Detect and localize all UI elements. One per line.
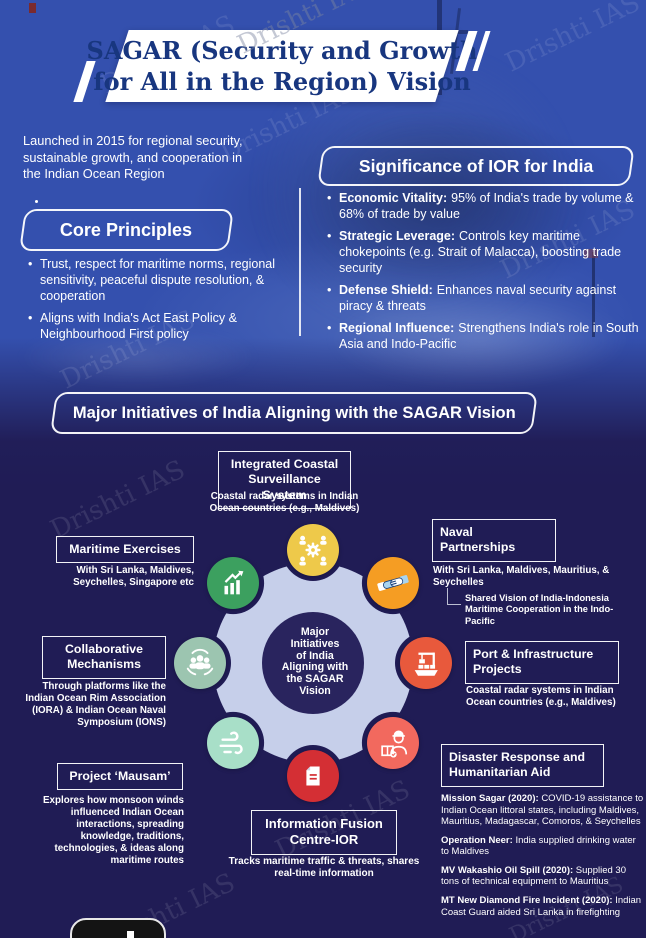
node-naval-partnerships: [367, 557, 419, 609]
label-port-infrastructure: Port & Infrastructure Projects: [465, 641, 619, 684]
bullet-lead: Defense Shield:: [339, 283, 433, 297]
growth-chart-icon: [224, 570, 244, 595]
significance-heading-box: Significance of IOR for India: [317, 146, 635, 186]
label-integrated-coastal-surveillance: Integrated Coastal Surveillance System: [218, 451, 351, 510]
sub-naval-partnerships: Shared Vision of India-Indonesia Maritim…: [465, 593, 614, 626]
column-divider: [299, 188, 301, 336]
node-collaborative-mechanisms: [174, 637, 226, 689]
port-crane-icon: [414, 652, 438, 676]
red-mark: [29, 3, 36, 13]
hub-line: Aligning with: [281, 661, 349, 674]
desc-collaborative-mechanisms: Through platforms like the Indian Ocean …: [25, 681, 166, 728]
desc-project-mausam: Explores how monsoon winds influenced In…: [43, 795, 184, 866]
bullet-text: Aligns with India's Act East Policy & Ne…: [40, 311, 237, 341]
label-collaborative-mechanisms: Collaborative Mechanisms: [42, 636, 166, 679]
core-principles-heading-box: Core Principles: [19, 209, 234, 251]
page-title-line2: for All in the Region) Vision: [93, 67, 471, 96]
bottom-logo-stub: [70, 918, 166, 938]
desc-maritime-exercises: With Sri Lanka, Maldives, Seychelles, Si…: [73, 565, 194, 588]
hub-line: the SAGAR: [286, 673, 344, 686]
aid-worker-icon: [381, 730, 408, 758]
bullet-text: 95% of India's trade by volume & 68% of …: [339, 191, 634, 221]
bullet-text: Enhances naval security against piracy &…: [339, 283, 617, 313]
sub-item-connector: [447, 588, 461, 605]
item-lead: MV Wakashio Oil Spill (2020):: [441, 864, 574, 876]
item-lead: MT New Diamond Fire Incident (2020):: [441, 895, 613, 907]
wind-icon: [219, 731, 243, 755]
item-lead: Mission Sagar (2020):: [441, 793, 539, 804]
label-information-fusion: Information Fusion Centre-IOR: [251, 810, 397, 855]
hub-center-label: Major Initiatives of India Aligning with…: [263, 626, 367, 698]
desc-naval-partnerships: With Sri Lanka, Maldives, Mauritius, & S…: [433, 565, 610, 588]
list-item: • Strategic Leverage: Controls key maritim…: [327, 229, 622, 275]
people-group-icon: [186, 648, 214, 676]
disaster-item: Operation Neer: India supplied drinking …: [441, 835, 644, 858]
title-banner: SAGAR (Security and Growth for All in th…: [86, 30, 478, 102]
initiatives-banner-title: Major Initiatives of India Aligning with…: [72, 403, 516, 422]
hub-line: Major: [300, 626, 330, 638]
bullet-lead: Regional Influence:: [339, 321, 455, 335]
node-integrated-coastal-surveillance: [287, 524, 339, 576]
list-item: • Defense Shield: Enhances naval security …: [327, 283, 617, 313]
item-text: Indian Coast Guard aided Sri Lanka in fi…: [441, 895, 642, 918]
coordination-icon: [299, 535, 327, 566]
initiatives-banner-box: Major Initiatives of India Aligning with…: [50, 392, 538, 434]
item-text: Supplied 30 tons of technical equipment …: [441, 864, 626, 888]
hub-line: Vision: [299, 684, 331, 697]
node-port-infrastructure: [400, 637, 452, 689]
hub-line: Initiatives: [290, 637, 340, 650]
disaster-item: Mission Sagar (2020): COVID-19 assistanc…: [441, 793, 644, 828]
list-item: • Trust, respect for maritime norms, regi…: [28, 256, 290, 304]
bullet-text: Trust, respect for maritime norms, regio…: [40, 257, 276, 303]
node-information-fusion: [287, 750, 339, 802]
label-naval-partnerships: Naval Partnerships: [432, 519, 556, 562]
label-project-mausam: Project ‘Mausam’: [57, 763, 183, 791]
watermark: Drishti IAS: [500, 0, 645, 79]
node-maritime-exercises: [207, 557, 259, 609]
core-principles-title: Core Principles: [60, 219, 193, 240]
item-lead: Operation Neer:: [441, 834, 513, 846]
label-disaster-response: Disaster Response and Humanitarian Aid: [441, 744, 604, 787]
bullet-text: Controls key maritime chokepoints (e.g. …: [339, 229, 622, 275]
logo-bar: [127, 931, 134, 938]
desc-information-fusion: Tracks maritime traffic & threats, share…: [228, 856, 420, 880]
significance-list: • Economic Vitality: 95% of India's trade …: [327, 190, 643, 358]
desc-integrated-coastal-surveillance: Coastal radar systems in Indian Ocean co…: [209, 491, 360, 514]
bullet-lead: Strategic Leverage:: [339, 229, 456, 243]
list-item: • Economic Vitality: 95% of India's trade …: [327, 191, 634, 221]
label-maritime-exercises: Maritime Exercises: [56, 536, 194, 564]
significance-title: Significance of IOR for India: [358, 155, 594, 176]
list-item: • Regional Influence: Strengthens India's …: [327, 321, 639, 351]
hub-line: of India: [296, 649, 334, 662]
core-principles-list: • Trust, respect for maritime norms, regi…: [28, 256, 290, 348]
handshake-icon: [377, 575, 409, 591]
list-item: • Aligns with India's Act East Policy & N…: [28, 310, 290, 342]
disaster-item: MT New Diamond Fire Incident (2020): Ind…: [441, 895, 644, 918]
item-text: India supplied drinking water to Maldive…: [441, 834, 636, 858]
disaster-response-items: Mission Sagar (2020): COVID-19 assistanc…: [441, 793, 644, 925]
desc-port-infrastructure: Coastal radar systems in Indian Ocean co…: [466, 685, 616, 708]
document-icon: [306, 766, 320, 786]
item-text: COVID-19 assistance to Indian Ocean litt…: [441, 793, 644, 828]
banner-slash-left: [73, 61, 96, 102]
intro-text: Launched in 2015 for regional security, …: [23, 133, 243, 182]
white-dot: [35, 200, 38, 203]
page-title-line1: SAGAR (Security and Growth: [86, 36, 478, 65]
bullet-lead: Economic Vitality:: [339, 191, 448, 205]
node-project-mausam: [207, 717, 259, 769]
disaster-item: MV Wakashio Oil Spill (2020): Supplied 3…: [441, 865, 644, 888]
hub-center-circle: [262, 612, 364, 714]
node-disaster-response: [367, 717, 419, 769]
